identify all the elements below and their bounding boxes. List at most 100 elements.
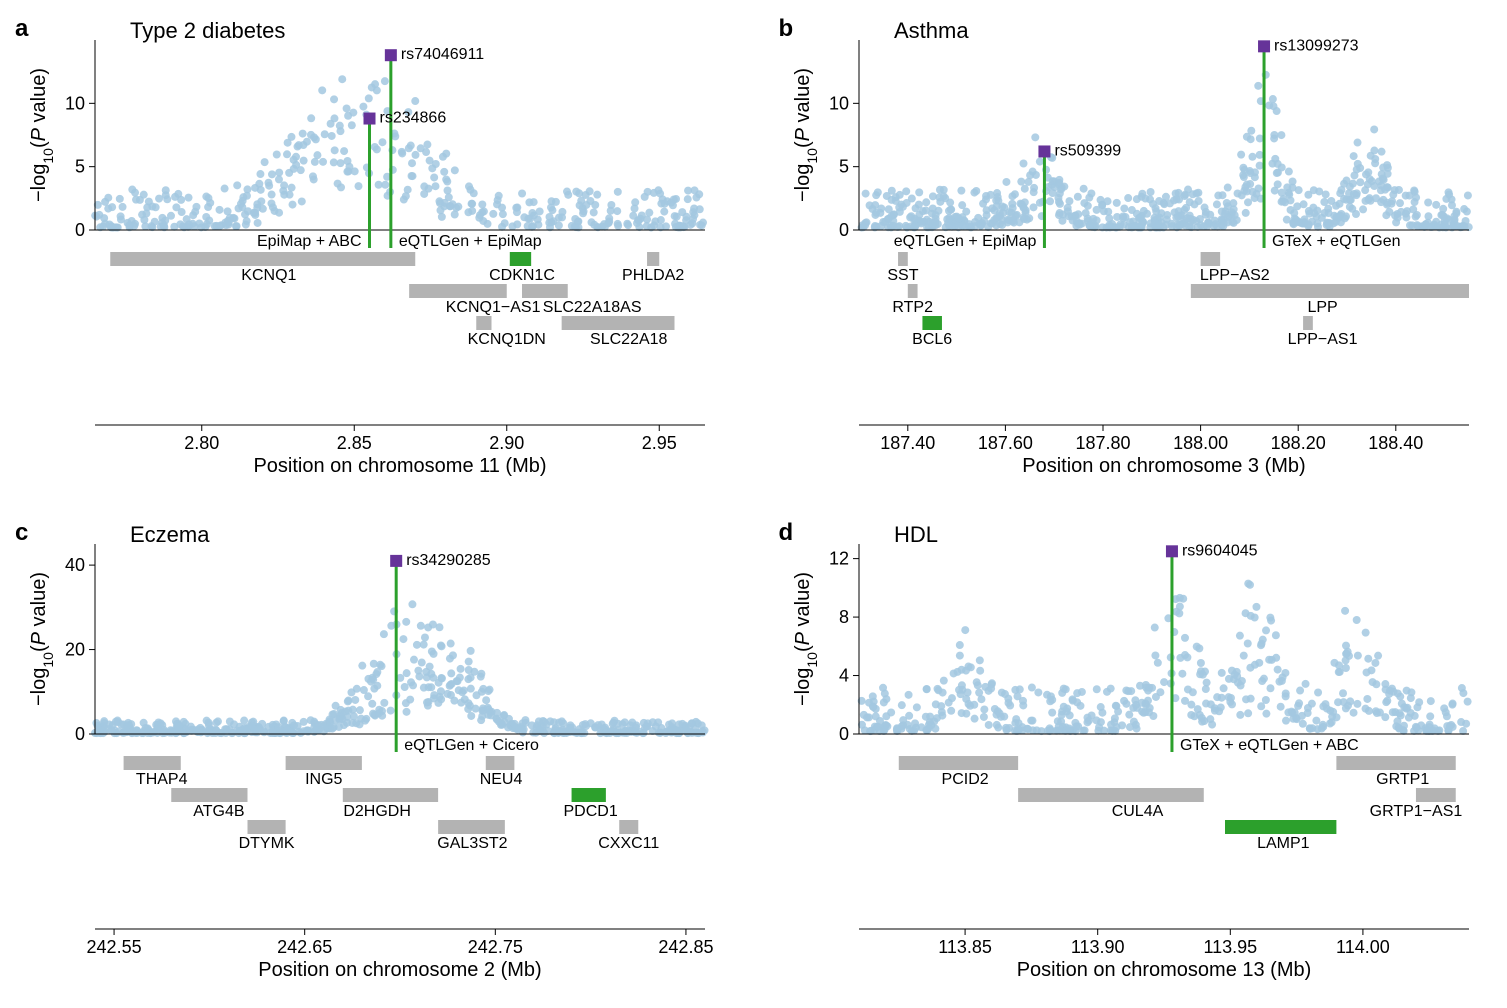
scatter-point [1271, 631, 1279, 639]
scatter-point [482, 696, 490, 704]
scatter-point [879, 218, 887, 226]
scatter-point [1153, 659, 1161, 667]
scatter-point [614, 188, 622, 196]
gene-label: CUL4A [1111, 803, 1163, 820]
scatter-point [1365, 175, 1373, 183]
scatter-point [290, 156, 298, 164]
scatter-point [256, 170, 264, 178]
scatter-point [1443, 214, 1451, 222]
scatter-point [1356, 178, 1364, 186]
scatter-point [1224, 693, 1232, 701]
scatter-point [1396, 693, 1404, 701]
lead-snp-marker [1165, 545, 1177, 557]
scatter-point [242, 221, 250, 229]
panel-label-b: b [779, 15, 794, 43]
scatter-point [904, 691, 912, 699]
scatter-point [1030, 184, 1038, 192]
lead-snp-marker [1258, 40, 1270, 52]
scatter-point [907, 195, 915, 203]
scatter-point [445, 193, 453, 201]
scatter-point [1385, 208, 1393, 216]
scatter-point [1413, 703, 1421, 711]
scatter-point [1125, 723, 1133, 731]
scatter-point [1246, 135, 1254, 143]
scatter-point [1317, 214, 1325, 222]
scatter-point [1122, 686, 1130, 694]
lead-snp-marker [385, 49, 397, 61]
gene-label: KCNQ1DN [468, 331, 546, 348]
scatter-point [1104, 208, 1112, 216]
scatter-point [1330, 659, 1338, 667]
scatter-point [1027, 684, 1035, 692]
scatter-point [619, 720, 627, 728]
scatter-point [367, 678, 375, 686]
scatter-point [410, 656, 418, 664]
scatter-point [667, 199, 675, 207]
scatter-point [1370, 147, 1378, 155]
scatter-point [947, 694, 955, 702]
scatter-point [1361, 186, 1369, 194]
panel-d: d HDLrs9604045GTeX + eQTLGen + ABCPCID2G… [784, 524, 1488, 988]
scatter-point [105, 220, 113, 228]
scatter-point [1367, 666, 1375, 674]
snp-label: rs74046911 [401, 46, 484, 63]
gene-label: LAMP1 [1257, 835, 1310, 852]
scatter-point [957, 709, 965, 717]
scatter-point [401, 683, 409, 691]
scatter-point [1341, 607, 1349, 615]
x-tick-label: 113.90 [1070, 937, 1124, 957]
scatter-point [891, 193, 899, 201]
scatter-point [1444, 188, 1452, 196]
scatter-point [631, 198, 639, 206]
scatter-point [92, 719, 100, 727]
scatter-point [1242, 695, 1250, 703]
scatter-point [254, 219, 262, 227]
scatter-point [899, 716, 907, 724]
scatter-point [1273, 160, 1281, 168]
scatter-point [1245, 581, 1253, 589]
scatter-point [1087, 189, 1095, 197]
scatter-point [1295, 699, 1303, 707]
scatter-point [644, 719, 652, 727]
scatter-point [319, 158, 327, 166]
scatter-point [430, 173, 438, 181]
scatter-point [1027, 717, 1035, 725]
scatter-point [356, 706, 364, 714]
annotation-label: eQTLGen + Cicero [404, 737, 539, 754]
scatter-point [1272, 107, 1280, 115]
scatter-point [1150, 624, 1158, 632]
scatter-point [1243, 639, 1251, 647]
scatter-point [1062, 707, 1070, 715]
scatter-point [688, 219, 696, 227]
scatter-point [334, 180, 342, 188]
scatter-point [1127, 206, 1135, 214]
scatter-point [1008, 200, 1016, 208]
scatter-point [675, 729, 683, 737]
scatter-point [1175, 594, 1183, 602]
scatter-point [1309, 204, 1317, 212]
gene-label: D2HGDH [343, 803, 411, 820]
scatter-point [1314, 688, 1322, 696]
scatter-point [577, 197, 585, 205]
scatter-point [413, 641, 421, 649]
scatter-point [692, 193, 700, 201]
scatter-point [657, 216, 665, 224]
gene-rect [110, 252, 415, 266]
scatter-point [398, 149, 406, 157]
scatter-point [1035, 199, 1043, 207]
scatter-point [684, 187, 692, 195]
scatter-point [1370, 125, 1378, 133]
scatter-point [1379, 164, 1387, 172]
scatter-point [688, 720, 696, 728]
scatter-point [590, 208, 598, 216]
gene-rect [898, 756, 1017, 770]
scatter-point [939, 186, 947, 194]
scatter-point [1410, 188, 1418, 196]
scatter-point [955, 686, 963, 694]
scatter-point [1026, 171, 1034, 179]
scatter-point [955, 641, 963, 649]
scatter-point [961, 626, 969, 634]
y-tick-label: 0 [75, 724, 85, 744]
scatter-point [1171, 189, 1179, 197]
scatter-point [558, 213, 566, 221]
